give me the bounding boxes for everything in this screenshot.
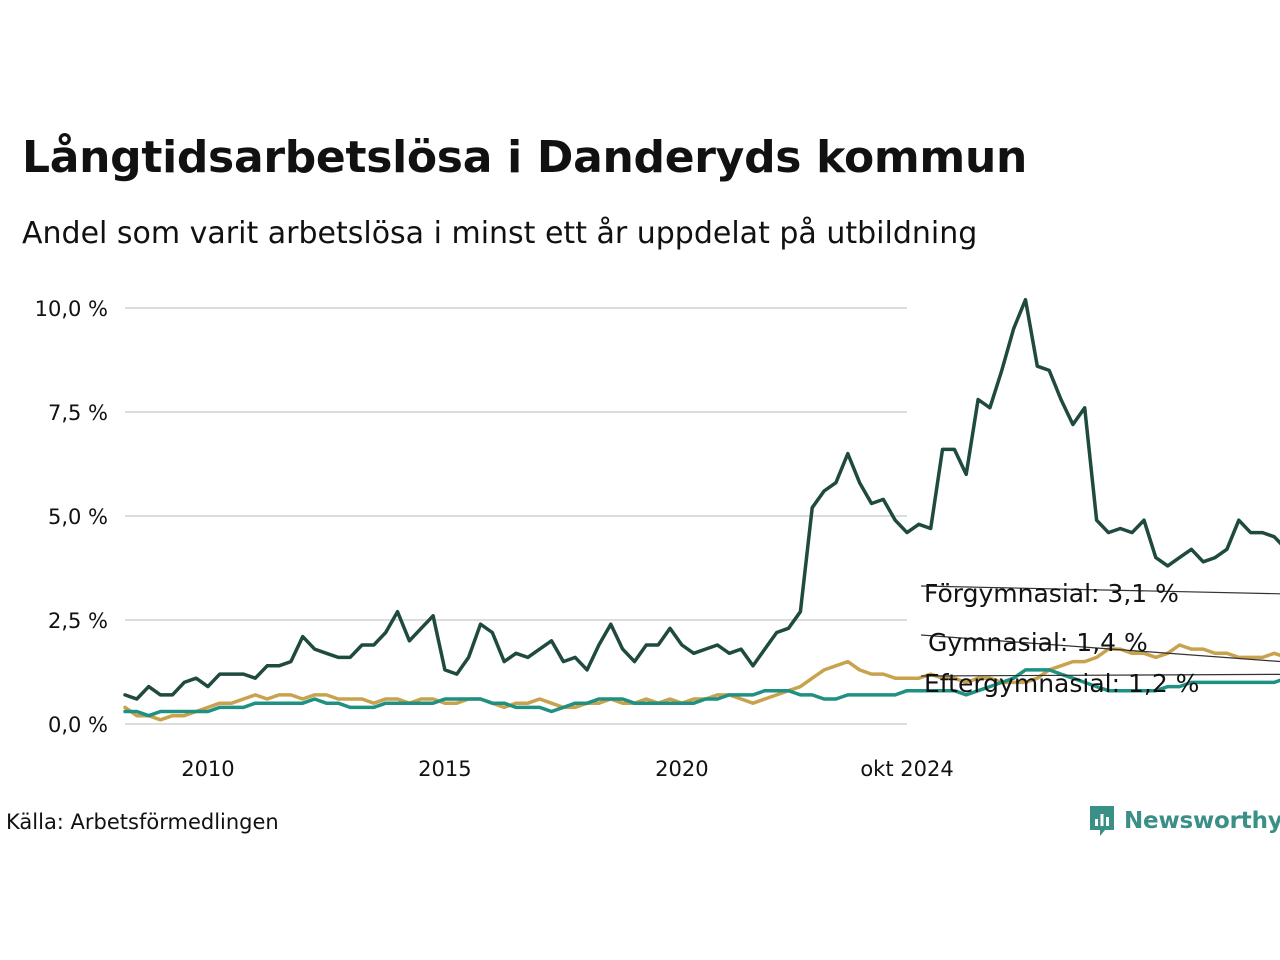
series-lines bbox=[123, 297, 1280, 722]
label-connector-förgymnasial bbox=[920, 585, 1280, 595]
y-tick-label: 5,0 % bbox=[48, 505, 108, 529]
x-tick-label: 2015 bbox=[418, 757, 471, 781]
source-note: Källa: Arbetsförmedlingen bbox=[6, 810, 279, 834]
x-tick-label: 2020 bbox=[655, 757, 708, 781]
series-labels: Förgymnasial: 3,1 % Gymnasial: 1,4 % Efter… bbox=[920, 579, 1280, 698]
y-tick-label: 10,0 % bbox=[35, 297, 108, 321]
x-tick-label: okt 2024 bbox=[860, 757, 953, 781]
series-label-förgymnasial: Förgymnasial: 3,1 % bbox=[924, 579, 1179, 608]
chart-title: Långtidsarbetslösa i Danderyds kommun bbox=[22, 132, 1028, 183]
x-tick-label: 2010 bbox=[181, 757, 234, 781]
newsworthy-logo-text: Newsworthy bbox=[1124, 808, 1280, 834]
newsworthy-logo[interactable]: Newsworthy bbox=[1088, 804, 1280, 838]
series-label-eftergymnasial: Eftergymnasial: 1,2 % bbox=[924, 669, 1199, 698]
x-axis-labels: 2010 2015 2020 okt 2024 bbox=[181, 757, 953, 781]
label-connector-eftergymnasial bbox=[920, 673, 1280, 677]
y-tick-label: 0,0 % bbox=[48, 713, 108, 737]
newsworthy-logo-icon bbox=[1090, 806, 1114, 836]
y-axis-labels: 0,0 % 2,5 % 5,0 % 7,5 % 10,0 % bbox=[35, 297, 108, 737]
label-connector-gymnasial bbox=[920, 634, 1280, 663]
chart-subtitle: Andel som varit arbetslösa i minst ett å… bbox=[22, 216, 978, 251]
y-tick-label: 2,5 % bbox=[48, 609, 108, 633]
series-line-förgymnasial bbox=[123, 297, 1280, 701]
y-tick-label: 7,5 % bbox=[48, 401, 108, 425]
series-label-gymnasial: Gymnasial: 1,4 % bbox=[928, 628, 1148, 657]
series-line-eftergymnasial bbox=[123, 668, 1280, 718]
grid-lines bbox=[125, 307, 907, 725]
